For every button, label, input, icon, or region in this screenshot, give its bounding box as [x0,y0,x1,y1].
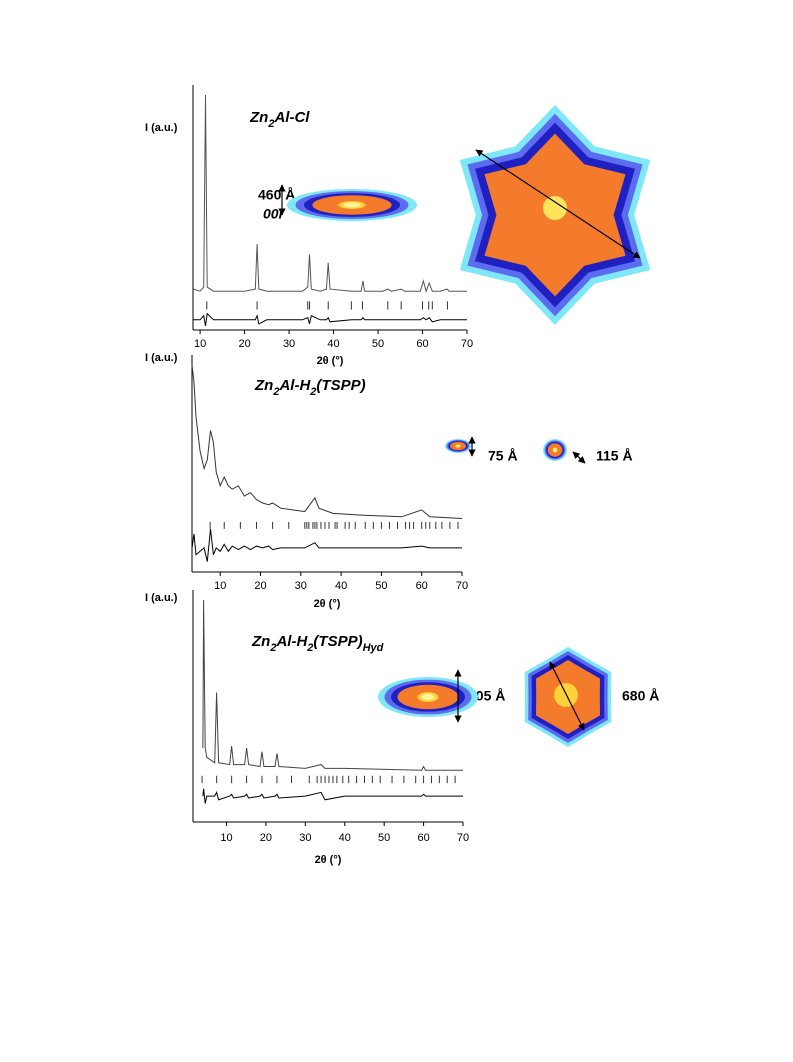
x-tick-label: 30 [283,338,295,350]
title-part: Al-H [275,633,308,650]
crystallite-layer [421,693,435,701]
observed-curve [193,94,467,293]
title-part: 2 [269,642,276,654]
difference-curve [191,528,462,562]
chart-title: Zn2Al-H2(TSPP)Hyd [251,633,384,654]
x-tick-label: 20 [254,580,266,592]
x-tick-label: 70 [461,338,473,350]
x-tick-label: 40 [339,832,351,844]
x-tick-label: 20 [238,338,250,350]
x-tick-label: 50 [378,832,390,844]
x-tick-label: 30 [295,580,307,592]
x-tick-label: 40 [327,338,339,350]
title-part: 2 [272,386,279,398]
arrow [475,149,641,259]
annotation: 00l [263,206,284,222]
chart-title: Zn2Al-Cl [249,109,310,130]
annotation: 680 Å [622,688,659,704]
arrow [572,451,586,464]
observed-curve [202,599,463,771]
title-part: 2 [306,642,313,654]
x-tick-label: 10 [194,338,206,350]
x-tick-label: 20 [260,832,272,844]
title-part: Zn [249,109,268,126]
title-part: Al-Cl [273,109,310,126]
y-axis-label: I (a.u.) [145,352,178,364]
x-tick-label: 70 [456,580,468,592]
x-tick-label: 50 [375,580,387,592]
crystallite-layer [343,202,361,208]
x-tick-label: 50 [372,338,384,350]
x-tick-label: 30 [299,832,311,844]
x-tick-label: 10 [214,580,226,592]
x-tick-label: 40 [335,580,347,592]
arrow [549,661,585,731]
title-part: (TSPP) [316,377,365,394]
annotation: 115 Å [596,448,633,464]
crystallite-layer [553,448,557,452]
title-part: Hyd [363,642,384,654]
x-axis-label: 2θ (°) [314,598,341,610]
x-axis-label: 2θ (°) [317,355,344,367]
annotation: 75 Å [488,448,518,464]
chart-title: Zn2Al-H2(TSPP) [254,377,366,398]
title-part: Zn [251,633,270,650]
title-part: Al-H [278,377,311,394]
y-axis-label: I (a.u.) [145,122,178,134]
x-tick-label: 60 [417,832,429,844]
x-tick-label: 70 [457,832,469,844]
title-part: (TSPP) [313,633,362,650]
title-part: 2 [309,386,316,398]
x-axis-label: 2θ (°) [315,854,342,866]
y-axis-label: I (a.u.) [145,592,178,604]
difference-curve [193,312,467,326]
annotation: 460 Å [258,187,295,203]
x-tick-label: 60 [416,580,428,592]
observed-curve [191,364,463,519]
title-part: Zn [254,377,273,394]
x-tick-label: 10 [220,832,232,844]
difference-curve [202,788,463,804]
title-part: 2 [267,118,274,130]
x-tick-label: 60 [416,338,428,350]
crystallite-layer [456,444,460,448]
